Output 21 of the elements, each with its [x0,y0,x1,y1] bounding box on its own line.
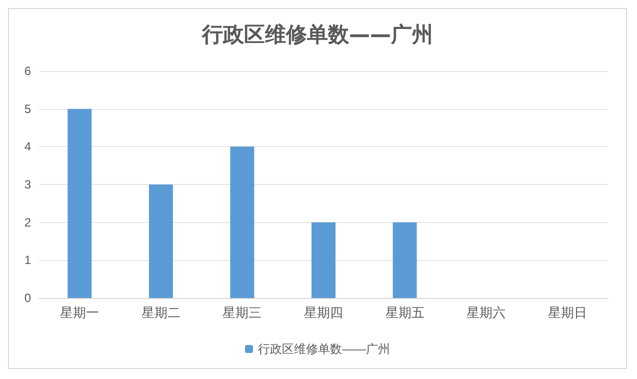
y-tick-label: 4 [24,140,32,154]
y-tick-label: 6 [24,64,32,78]
legend-label: 行政区维修单数——广州 [258,342,390,356]
x-tick-label: 星期三 [222,305,262,320]
x-tick-label: 星期日 [548,305,587,320]
bar [312,222,336,298]
x-tick-label: 星期六 [466,305,506,320]
x-tick-label: 星期五 [385,305,424,320]
y-tick-label: 0 [24,291,32,305]
x-tick-label: 星期一 [60,305,100,320]
y-tick-label: 2 [24,215,32,230]
y-tick-label: 3 [24,178,32,192]
x-tick-label: 星期四 [304,305,343,320]
y-tick-label: 1 [24,253,32,268]
chart-title: 行政区维修单数——广州 [201,22,433,46]
bar [68,108,92,298]
y-tick-label: 5 [24,102,32,116]
bar [148,184,173,298]
bar [392,222,417,298]
bar [230,146,254,298]
x-tick-label: 星期二 [141,305,180,320]
